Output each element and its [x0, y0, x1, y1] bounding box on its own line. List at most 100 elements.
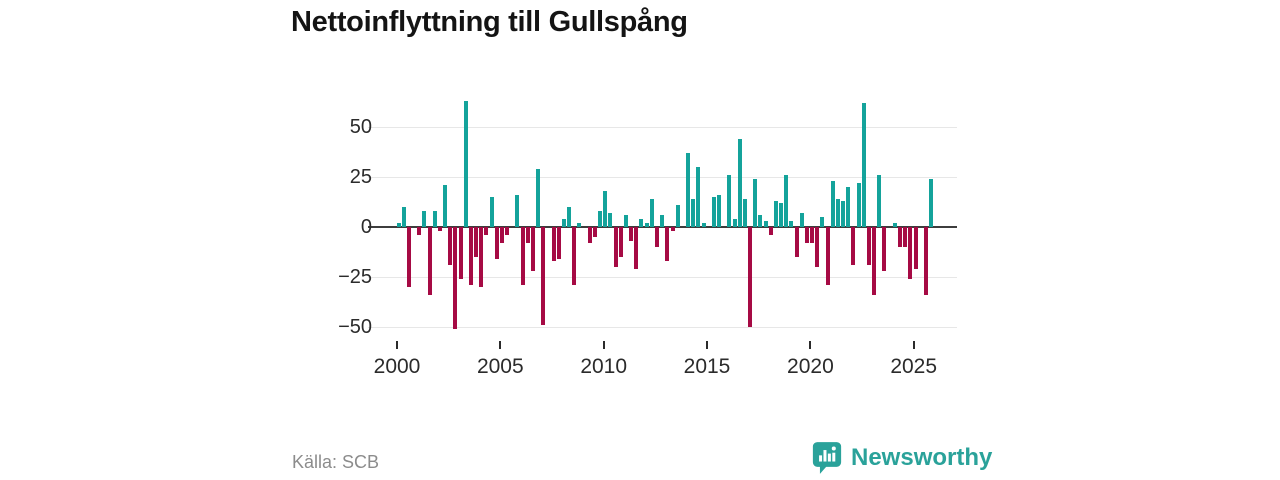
- bar: [406, 227, 411, 287]
- bar: [463, 101, 468, 227]
- bar: [587, 227, 592, 243]
- bar: [484, 227, 489, 235]
- bar: [856, 183, 861, 227]
- bar: [784, 175, 789, 227]
- x-tick-label: 2025: [890, 355, 938, 378]
- gridline: [368, 327, 957, 328]
- bar: [753, 179, 758, 227]
- bar: [903, 227, 908, 247]
- bar: [499, 227, 504, 243]
- bar: [603, 191, 608, 227]
- bar: [639, 219, 644, 227]
- bar: [660, 215, 665, 227]
- bar: [892, 223, 897, 227]
- x-tick-label: 2005: [476, 355, 524, 378]
- bar: [732, 219, 737, 227]
- bar: [789, 221, 794, 227]
- bar: [861, 103, 866, 227]
- bar: [794, 227, 799, 257]
- bar: [541, 227, 546, 325]
- bar: [820, 217, 825, 227]
- bar: [804, 227, 809, 243]
- bar: [748, 227, 753, 327]
- bar: [696, 167, 701, 227]
- bar: [851, 227, 856, 265]
- bar: [577, 223, 582, 227]
- bar: [536, 169, 541, 227]
- bar: [675, 205, 680, 227]
- bar: [613, 227, 618, 267]
- bar: [505, 227, 510, 235]
- bar: [773, 201, 778, 227]
- x-tick: [706, 341, 708, 349]
- bar: [634, 227, 639, 269]
- bar: [608, 213, 613, 227]
- bar: [841, 201, 846, 227]
- bar: [655, 227, 659, 247]
- gridline: [368, 277, 957, 278]
- bar: [717, 195, 722, 227]
- gridline: [368, 127, 957, 128]
- x-tick-label: 2010: [580, 355, 628, 378]
- bar: [737, 139, 742, 227]
- bar: [877, 175, 882, 227]
- bar: [908, 227, 913, 279]
- bar: [618, 227, 623, 257]
- bar: [525, 227, 530, 243]
- bar: [474, 227, 479, 257]
- bar: [479, 227, 484, 287]
- bar: [396, 223, 401, 227]
- bar: [825, 227, 830, 285]
- newsworthy-speech-bubble-bar-chart-icon: [812, 442, 842, 474]
- bar: [437, 227, 442, 231]
- bar: [929, 179, 933, 227]
- bar: [815, 227, 820, 267]
- bar: [835, 199, 840, 227]
- bar: [520, 227, 525, 285]
- bar: [670, 227, 675, 231]
- y-tick-label: 25: [349, 166, 372, 188]
- zero-line: [368, 226, 957, 228]
- bar: [665, 227, 670, 261]
- x-tick-label: 2020: [787, 355, 834, 378]
- x-tick: [499, 341, 502, 349]
- bar: [443, 185, 448, 227]
- bar: [763, 221, 768, 227]
- bar: [686, 153, 691, 227]
- bar: [623, 215, 628, 227]
- bar: [923, 227, 928, 295]
- chart-title: Nettoinflyttning till Gullspång: [291, 6, 688, 38]
- plot-area: 50 25 0 −25 −50 2000 2005 2010 2015 2020 2025: [338, 101, 957, 378]
- gridline: [368, 177, 957, 178]
- y-tick-label: 0: [360, 216, 372, 238]
- x-tick: [396, 341, 398, 349]
- bar: [727, 175, 732, 227]
- bar: [649, 199, 654, 227]
- bar: [882, 227, 887, 271]
- bar: [489, 197, 494, 227]
- bar: [872, 227, 877, 295]
- bar: [913, 227, 918, 269]
- bar: [691, 199, 696, 227]
- bar: [592, 227, 597, 237]
- bar: [422, 211, 427, 227]
- x-tick: [809, 341, 812, 349]
- bar: [417, 227, 422, 235]
- bar: [427, 227, 432, 295]
- bar: [830, 181, 835, 227]
- x-tick: [602, 341, 605, 349]
- bar: [556, 227, 561, 259]
- source-note: Källa: SCB: [292, 452, 380, 472]
- x-tick-label: 2000: [373, 355, 421, 378]
- newsworthy-wordmark: Newsworthy: [851, 444, 993, 471]
- bar: [897, 227, 902, 247]
- y-tick-label: 50: [349, 116, 372, 138]
- bar: [629, 227, 634, 241]
- bar: [458, 227, 463, 279]
- bar: [846, 187, 851, 227]
- x-tick: [912, 341, 915, 349]
- bar: [494, 227, 499, 259]
- bar: [810, 227, 815, 243]
- bar: [515, 195, 520, 227]
- bar: [768, 227, 773, 235]
